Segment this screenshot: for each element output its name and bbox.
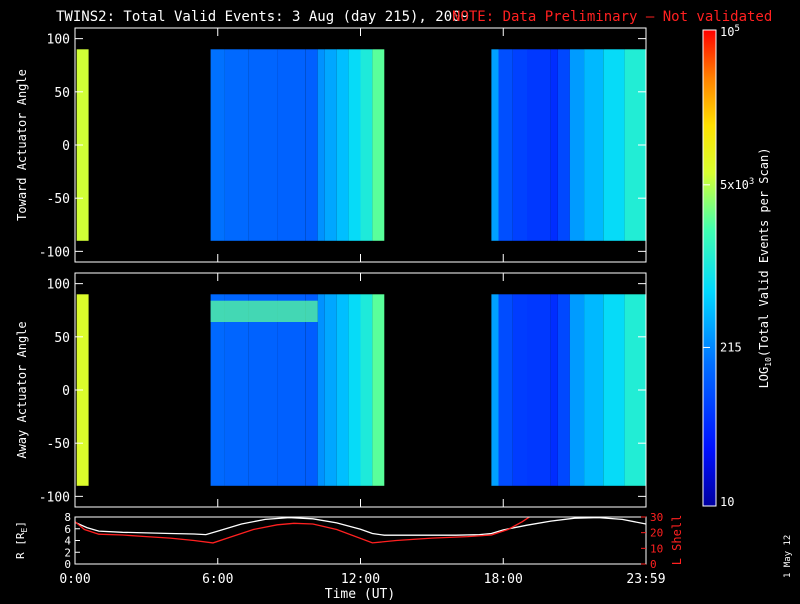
- colorbar-tick-exponent-3: 5: [734, 24, 739, 34]
- toward-axis-label: Toward Actuator Angle: [15, 69, 29, 221]
- heatmap-column-1-1-2: [248, 294, 278, 486]
- colorbar-tick-label-1: 215: [720, 340, 742, 354]
- heatmap-column-0-1-2: [248, 49, 278, 241]
- heatmap-column-0-2-6: [569, 49, 585, 241]
- heatmap-column-1-2-9: [624, 294, 646, 486]
- time-axis-label: Time (UT): [325, 587, 395, 600]
- preliminary-note: NOTE: Data Preliminary — Not validated: [452, 9, 772, 25]
- colorbar-label: LOG10(Total Valid Events per Scan): [757, 148, 773, 389]
- heatmap-column-1-2-4: [550, 294, 558, 486]
- lshell-tick-label-2: 10: [650, 542, 663, 555]
- y-tick-label-0-2: 0: [62, 139, 70, 154]
- y-tick-label-0-4: -100: [39, 245, 70, 260]
- colorbar-tick-base-1: 215: [720, 340, 742, 354]
- heatmap-column-0-2-3: [527, 49, 551, 241]
- colorbar-tick-base-3: 10: [720, 25, 734, 39]
- r-tick-label-2: 4: [64, 535, 71, 548]
- heatmap-column-0-1-4: [305, 49, 318, 241]
- time-tick-label-2: 12:00: [341, 572, 380, 587]
- colorbar-tick-base-0: 10: [720, 495, 734, 509]
- radius-line: [75, 517, 646, 536]
- heatmap-column-1-1-7: [336, 294, 349, 486]
- lshell-line: [75, 517, 531, 544]
- lshell-tick-label-0: 30: [650, 511, 663, 524]
- heatmap-column-0-2-1: [498, 49, 513, 241]
- heatmap-column-1-1-1: [224, 294, 249, 486]
- y-tick-label-1-3: -50: [47, 437, 70, 452]
- r-tick-label-1: 6: [64, 523, 71, 536]
- heatmap-column-1-1-10: [372, 294, 385, 486]
- heatmap-column-1-2-0: [491, 294, 499, 486]
- time-tick-label-4: 23:59: [626, 572, 665, 587]
- toward-actuator-panel: 100 50 0 -50 -100: [39, 27, 647, 263]
- heatmap-column-1-1-4: [305, 294, 318, 486]
- colorbar-tick-label-3: 105: [720, 24, 740, 39]
- heatmap-column-0-1-9: [360, 49, 373, 241]
- heatmap-column-0-1-10: [372, 49, 385, 241]
- heatmap-column-1-1-6: [324, 294, 337, 486]
- colorbar-tick-label-2: 5x103: [720, 177, 754, 192]
- high-count-band: [210, 300, 318, 322]
- heatmap-column-1-1-3: [277, 294, 306, 486]
- heatmap-column-1-1-8: [348, 294, 361, 486]
- heatmap-column-1-1-0: [210, 294, 225, 486]
- y-tick-label-1-4: -100: [39, 490, 70, 505]
- y-tick-label-1-2: 0: [62, 384, 70, 399]
- heatmap-column-0-1-3: [277, 49, 306, 241]
- generation-date: 1 May 12: [783, 535, 793, 578]
- heatmap-column-0-2-5: [558, 49, 570, 241]
- colorbar-tick-label-0: 10: [720, 495, 734, 509]
- heatmap-column-0-1-7: [336, 49, 349, 241]
- time-tick-label-1: 6:00: [202, 572, 233, 587]
- heatmap-column-1-2-8: [603, 294, 625, 486]
- lshell-tick-label-1: 20: [650, 527, 663, 540]
- heatmap-column-0-2-2: [512, 49, 528, 241]
- heatmap-column-0-2-0: [491, 49, 499, 241]
- heatmap-column-1-1-9: [360, 294, 373, 486]
- colorbar-tick-exponent-2: 3: [749, 177, 754, 187]
- heatmap-column-1-2-5: [558, 294, 570, 486]
- radius-axis-label: R [RE]: [14, 521, 29, 559]
- heatmap-column-0-1-0: [210, 49, 225, 241]
- away-axis-label: Away Actuator Angle: [15, 321, 29, 458]
- heatmap-column-1-1-5: [317, 294, 325, 486]
- heatmap-column-0-1-5: [317, 49, 325, 241]
- heatmap-column-1-2-1: [498, 294, 513, 486]
- time-tick-label-3: 18:00: [484, 572, 523, 587]
- heatmap-column-1-2-7: [584, 294, 604, 486]
- y-tick-label-0-3: -50: [47, 192, 70, 207]
- r-tick-label-3: 2: [64, 546, 71, 559]
- heatmap-column-0-2-8: [603, 49, 625, 241]
- plot-title: TWINS2: Total Valid Events: 3 Aug (day 2…: [56, 9, 469, 25]
- r-tick-label-4: 0: [64, 558, 71, 571]
- y-tick-label-1-0: 100: [47, 278, 70, 293]
- heatmap-column-0-2-4: [550, 49, 558, 241]
- heatmap-column-1-2-6: [569, 294, 585, 486]
- heatmap-column-1-2-2: [512, 294, 528, 486]
- colorbar-tick-base-2: 5x10: [720, 178, 749, 192]
- y-tick-label-1-1: 50: [54, 331, 70, 346]
- lshell-axis-label: L Shell: [670, 515, 684, 566]
- heatmap-column-1-2-3: [527, 294, 551, 486]
- r-tick-label-0: 8: [64, 511, 71, 524]
- away-actuator-panel: 100 50 0 -50 -100: [39, 272, 647, 508]
- heatmap-column-0-2-9: [624, 49, 646, 241]
- heatmap-column-0-1-6: [324, 49, 337, 241]
- y-tick-label-0-0: 100: [47, 33, 70, 48]
- colorbar-gradient: [702, 29, 717, 507]
- panel-frame-2: [74, 516, 647, 565]
- heatmap-column-0-1-8: [348, 49, 361, 241]
- heatmap-column-0-1-1: [224, 49, 249, 241]
- y-tick-label-0-1: 50: [54, 86, 70, 101]
- time-tick-label-0: 0:00: [59, 572, 90, 587]
- lshell-tick-label-3: 0: [650, 558, 657, 571]
- heatmap-column-0-2-7: [584, 49, 604, 241]
